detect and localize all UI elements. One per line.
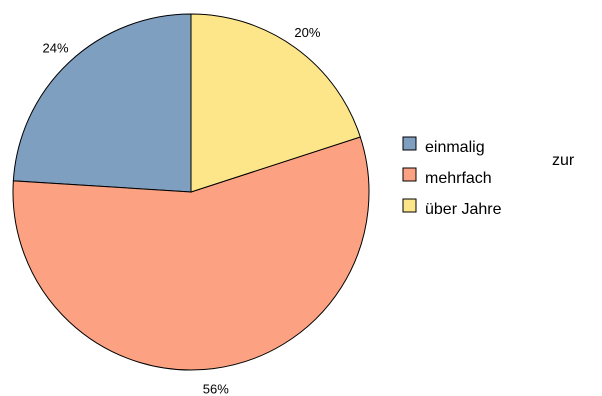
pie-slice-1: [12, 13, 192, 193]
pie-value-label-1: 24%: [42, 41, 68, 56]
legend-label-3: über Jahre: [425, 201, 502, 218]
pie-slice-2: [12, 136, 370, 371]
pie-slice-3: [190, 13, 361, 193]
pie-value-label-3: 20%: [294, 25, 320, 40]
legend-label-2: mehrfach: [425, 170, 492, 187]
legend-swatch-3: [402, 198, 417, 213]
pie-value-labels: 24% 56% 20%: [42, 25, 320, 396]
legend-swatch-2: [402, 167, 417, 182]
pie-value-label-2: 56%: [203, 381, 229, 396]
legend-label-1: einmalig: [425, 139, 485, 156]
legend-swatch-1: [402, 136, 417, 151]
extra-text-zur: zur: [552, 152, 575, 169]
pie-slices: [12, 13, 370, 371]
legend: einmalig mehrfach über Jahre: [402, 136, 502, 218]
